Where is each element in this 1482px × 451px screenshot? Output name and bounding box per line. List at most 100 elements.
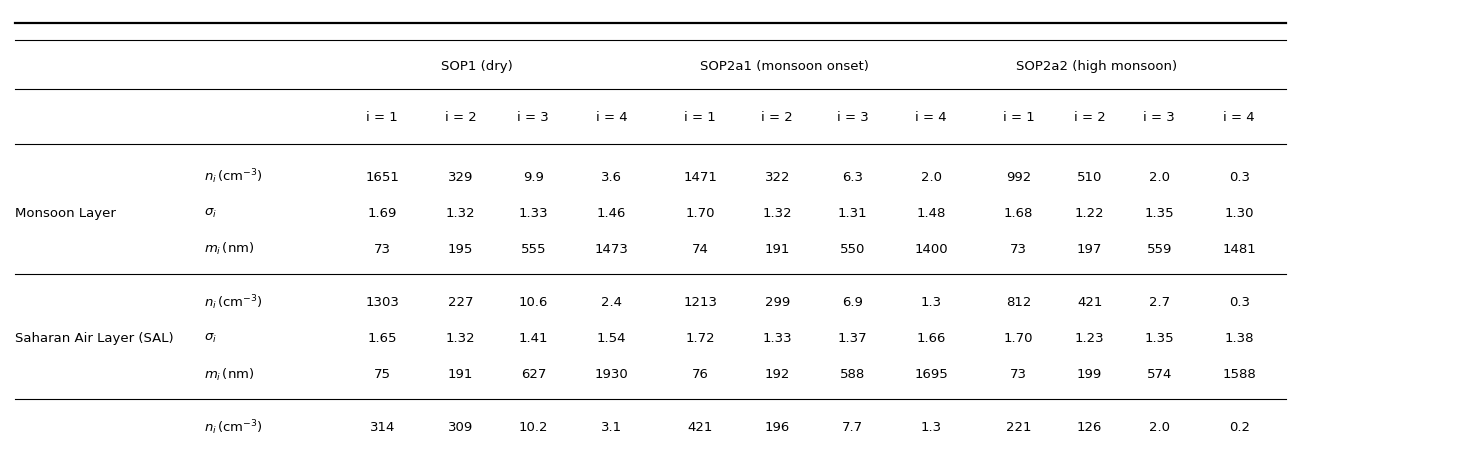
Text: 314: 314: [369, 420, 396, 433]
Text: 0.2: 0.2: [1229, 420, 1249, 433]
Text: 126: 126: [1077, 420, 1103, 433]
Text: 197: 197: [1077, 242, 1103, 255]
Text: 627: 627: [520, 368, 545, 380]
Text: i = 3: i = 3: [837, 111, 868, 124]
Text: $m_i\!$ (nm): $m_i\!$ (nm): [203, 366, 253, 382]
Text: 191: 191: [765, 242, 790, 255]
Text: 510: 510: [1077, 170, 1103, 183]
Text: 1.22: 1.22: [1074, 206, 1104, 219]
Text: 6.3: 6.3: [842, 170, 864, 183]
Text: 7.7: 7.7: [842, 420, 864, 433]
Text: $n_i\!$ (cm$^{-3}$): $n_i\!$ (cm$^{-3}$): [203, 293, 262, 311]
Text: i = 4: i = 4: [596, 111, 627, 124]
Text: 3.6: 3.6: [602, 170, 622, 183]
Text: Saharan Air Layer (SAL): Saharan Air Layer (SAL): [15, 331, 173, 344]
Text: i = 2: i = 2: [762, 111, 793, 124]
Text: 1.41: 1.41: [519, 331, 548, 344]
Text: 1.54: 1.54: [597, 331, 627, 344]
Text: 10.6: 10.6: [519, 295, 548, 308]
Text: 1695: 1695: [914, 368, 948, 380]
Text: i = 4: i = 4: [1223, 111, 1255, 124]
Text: 1.30: 1.30: [1224, 206, 1254, 219]
Text: 421: 421: [1077, 295, 1103, 308]
Text: 1213: 1213: [683, 295, 717, 308]
Text: 1.69: 1.69: [368, 206, 397, 219]
Text: 322: 322: [765, 170, 790, 183]
Text: 1.48: 1.48: [916, 206, 946, 219]
Text: 1.46: 1.46: [597, 206, 627, 219]
Text: 10.2: 10.2: [519, 420, 548, 433]
Text: 2.0: 2.0: [920, 170, 941, 183]
Text: 1651: 1651: [366, 170, 399, 183]
Text: 0.3: 0.3: [1229, 170, 1249, 183]
Text: 1473: 1473: [594, 242, 628, 255]
Text: 2.0: 2.0: [1149, 420, 1169, 433]
Text: 1481: 1481: [1223, 242, 1257, 255]
Text: 73: 73: [1009, 368, 1027, 380]
Text: 309: 309: [448, 420, 473, 433]
Text: 1.3: 1.3: [920, 295, 943, 308]
Text: i = 3: i = 3: [517, 111, 550, 124]
Text: 1.70: 1.70: [1003, 331, 1033, 344]
Text: 1.35: 1.35: [1144, 206, 1174, 219]
Text: 299: 299: [765, 295, 790, 308]
Text: 812: 812: [1006, 295, 1031, 308]
Text: 1588: 1588: [1223, 368, 1257, 380]
Text: 0.3: 0.3: [1229, 295, 1249, 308]
Text: SOP2a2 (high monsoon): SOP2a2 (high monsoon): [1017, 60, 1177, 73]
Text: 329: 329: [448, 170, 473, 183]
Text: 221: 221: [1006, 420, 1031, 433]
Text: $\sigma_i$: $\sigma_i$: [203, 206, 216, 219]
Text: 1.23: 1.23: [1074, 331, 1104, 344]
Text: 76: 76: [692, 368, 708, 380]
Text: $n_i\!$ (cm$^{-3}$): $n_i\!$ (cm$^{-3}$): [203, 167, 262, 186]
Text: 1471: 1471: [683, 170, 717, 183]
Text: 1.32: 1.32: [446, 331, 476, 344]
Text: 9.9: 9.9: [523, 170, 544, 183]
Text: 73: 73: [373, 242, 391, 255]
Text: SOP2a1 (monsoon onset): SOP2a1 (monsoon onset): [700, 60, 868, 73]
Text: 195: 195: [448, 242, 473, 255]
Text: 421: 421: [688, 420, 713, 433]
Text: 1930: 1930: [594, 368, 628, 380]
Text: 2.0: 2.0: [1149, 170, 1169, 183]
Text: 1.35: 1.35: [1144, 331, 1174, 344]
Text: $m_i\!$ (nm): $m_i\!$ (nm): [203, 241, 253, 257]
Text: 588: 588: [840, 368, 865, 380]
Text: 1.37: 1.37: [837, 331, 867, 344]
Text: 2.7: 2.7: [1149, 295, 1169, 308]
Text: 75: 75: [373, 368, 391, 380]
Text: 550: 550: [840, 242, 865, 255]
Text: 191: 191: [448, 368, 473, 380]
Text: $\sigma_i$: $\sigma_i$: [203, 331, 216, 345]
Text: 74: 74: [692, 242, 708, 255]
Text: 1.70: 1.70: [686, 206, 716, 219]
Text: i = 1: i = 1: [1002, 111, 1034, 124]
Text: 574: 574: [1147, 368, 1172, 380]
Text: 1.68: 1.68: [1003, 206, 1033, 219]
Text: 1.33: 1.33: [519, 206, 548, 219]
Text: $n_i\!$ (cm$^{-3}$): $n_i\!$ (cm$^{-3}$): [203, 418, 262, 436]
Text: 1.38: 1.38: [1224, 331, 1254, 344]
Text: 1.3: 1.3: [920, 420, 943, 433]
Text: 559: 559: [1147, 242, 1172, 255]
Text: 227: 227: [448, 295, 473, 308]
Text: 1303: 1303: [366, 295, 399, 308]
Text: 2.4: 2.4: [602, 295, 622, 308]
Text: 1.32: 1.32: [763, 206, 791, 219]
Text: 192: 192: [765, 368, 790, 380]
Text: 1400: 1400: [914, 242, 948, 255]
Text: 199: 199: [1077, 368, 1103, 380]
Text: 555: 555: [520, 242, 545, 255]
Text: 1.65: 1.65: [368, 331, 397, 344]
Text: 73: 73: [1009, 242, 1027, 255]
Text: i = 3: i = 3: [1144, 111, 1175, 124]
Text: 1.33: 1.33: [763, 331, 791, 344]
Text: i = 4: i = 4: [916, 111, 947, 124]
Text: Monsoon Layer: Monsoon Layer: [15, 206, 116, 219]
Text: 1.66: 1.66: [916, 331, 946, 344]
Text: 1.31: 1.31: [837, 206, 867, 219]
Text: 1.72: 1.72: [686, 331, 716, 344]
Text: 1.32: 1.32: [446, 206, 476, 219]
Text: 6.9: 6.9: [842, 295, 864, 308]
